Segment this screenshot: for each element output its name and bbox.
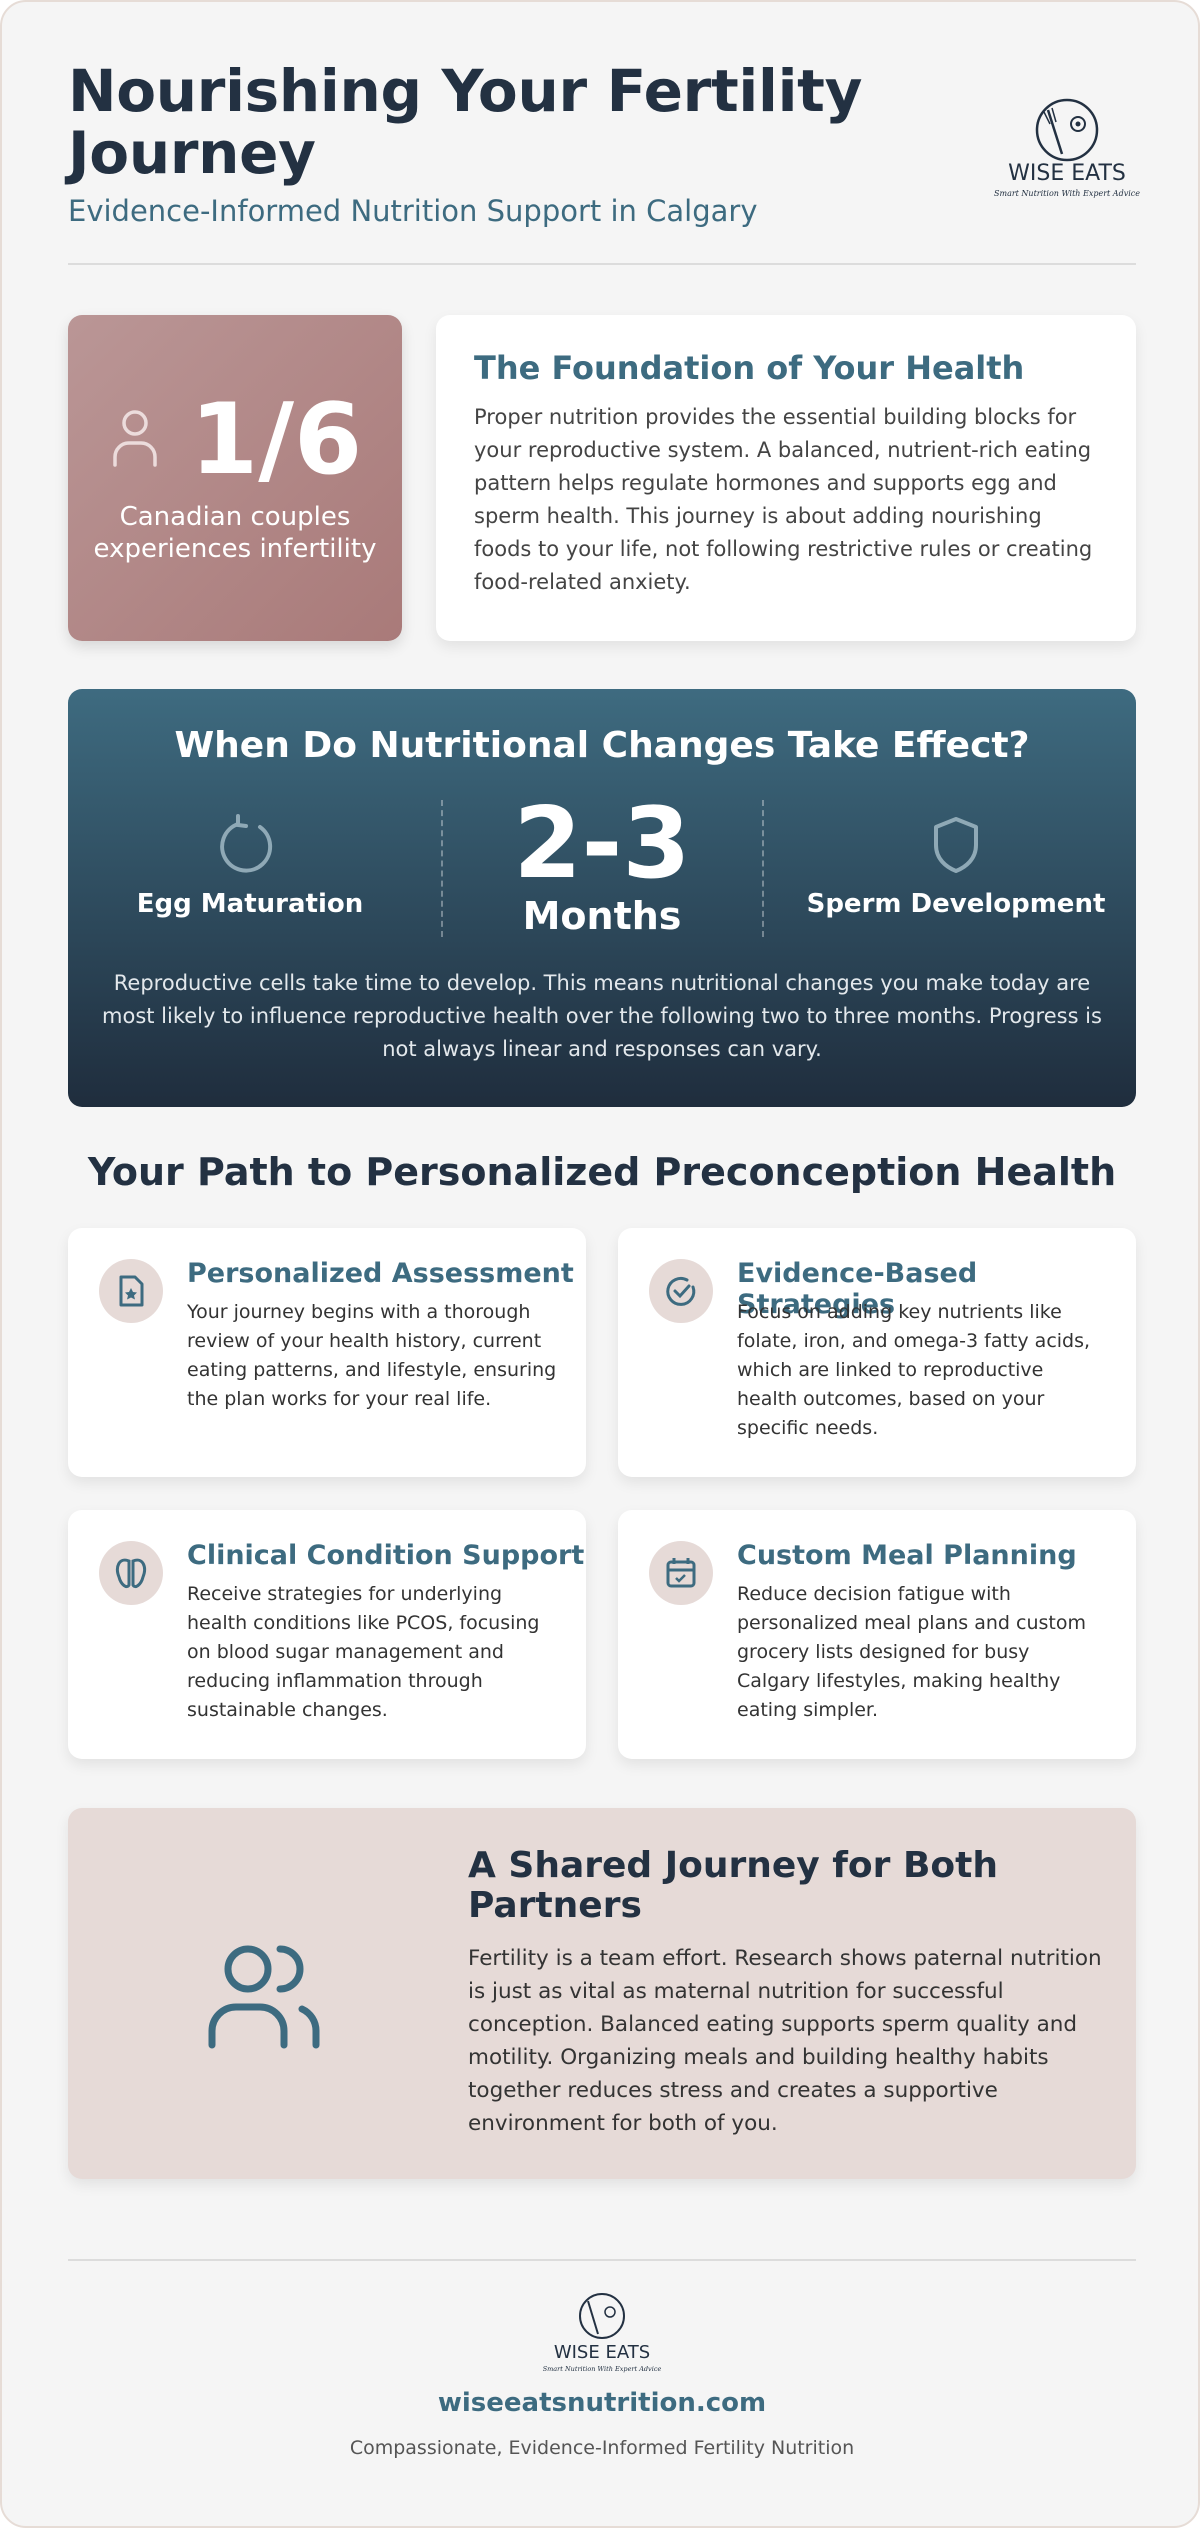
cycle-icon <box>220 814 273 873</box>
service-card: Custom Meal Planning Reduce decision fat… <box>618 1510 1136 1759</box>
timing-right-label: Sperm Development <box>806 889 1106 919</box>
page-title: Nourishing Your Fertility Journey <box>68 57 863 187</box>
check-icon <box>666 1276 696 1306</box>
service-card: Clinical Condition Support Receive strat… <box>68 1510 586 1759</box>
footer-logo: WISE EATS Smart Nutrition With Expert Ad… <box>543 2293 662 2373</box>
footer-url[interactable]: wiseeatsnutrition.com <box>437 2388 767 2418</box>
card-body: Reduce decision fatigue with personalize… <box>737 1583 1086 1721</box>
timing-body: Reproductive cells take time to develop.… <box>102 971 1102 1061</box>
stat-value: 1/6 <box>190 383 363 497</box>
logo-name: WISE EATS <box>554 2342 650 2363</box>
card-body: Your journey begins with a thorough revi… <box>187 1301 557 1410</box>
service-card: Personalized Assessment Your journey beg… <box>68 1228 586 1477</box>
timing-title: When Do Nutritional Changes Take Effect? <box>174 725 1030 766</box>
shield-icon <box>934 817 978 873</box>
stat-card: 1/6 Canadian couples experiences inferti… <box>68 315 402 641</box>
file-icon <box>119 1275 144 1307</box>
timing-value: 2-3 <box>513 787 691 901</box>
person-icon <box>113 410 157 467</box>
card-body: Receive strategies for underlying health… <box>187 1583 540 1721</box>
card-title: Personalized Assessment <box>187 1258 574 1289</box>
divider <box>68 2259 1136 2261</box>
logo: WISE EATS Smart Nutrition With Expert Ad… <box>994 98 1140 198</box>
timing-panel: When Do Nutritional Changes Take Effect?… <box>68 689 1136 1107</box>
section-title: Your Path to Personalized Preconception … <box>87 1150 1117 1194</box>
divider <box>441 800 443 937</box>
partners-title: A Shared Journey for Both Partners <box>468 1845 998 1926</box>
timing-unit: Months <box>522 894 682 938</box>
foundation-body: Proper nutrition provides the essential … <box>474 405 1093 594</box>
card-title: Custom Meal Planning <box>737 1540 1077 1571</box>
organ-icon <box>115 1558 147 1589</box>
logo-name: WISE EATS <box>1008 161 1126 186</box>
icon-circle <box>649 1259 713 1323</box>
divider <box>762 800 764 937</box>
card-title: Clinical Condition Support <box>187 1540 585 1571</box>
service-card: Evidence-Based Strategies Focus on addin… <box>618 1228 1136 1477</box>
icon-circle <box>99 1541 163 1605</box>
stat-label: Canadian couples experiences infertility <box>93 502 377 564</box>
card-title: Evidence-Based Strategies <box>737 1258 978 1320</box>
logo-tagline: Smart Nutrition With Expert Advice <box>994 189 1140 198</box>
divider <box>68 263 1136 265</box>
logo-tagline: Smart Nutrition With Expert Advice <box>543 2365 662 2373</box>
page-subtitle: Evidence-Informed Nutrition Support in C… <box>68 194 758 228</box>
people-icon <box>208 1945 320 2049</box>
timing-left-label: Egg Maturation <box>136 889 364 919</box>
foundation-title: The Foundation of Your Health <box>474 349 1025 387</box>
partners-body: Fertility is a team effort. Research sho… <box>468 1946 1102 2136</box>
icon-circle <box>99 1259 163 1323</box>
footer-tagline: Compassionate, Evidence-Informed Fertili… <box>349 2437 855 2459</box>
card-body: Focus on adding key nutrients like folat… <box>737 1301 1091 1439</box>
partners-panel: A Shared Journey for Both Partners Ferti… <box>68 1808 1136 2179</box>
icon-circle <box>649 1541 713 1605</box>
foundation-card: The Foundation of Your Health Proper nut… <box>436 315 1136 641</box>
calendar-icon <box>666 1558 696 1588</box>
